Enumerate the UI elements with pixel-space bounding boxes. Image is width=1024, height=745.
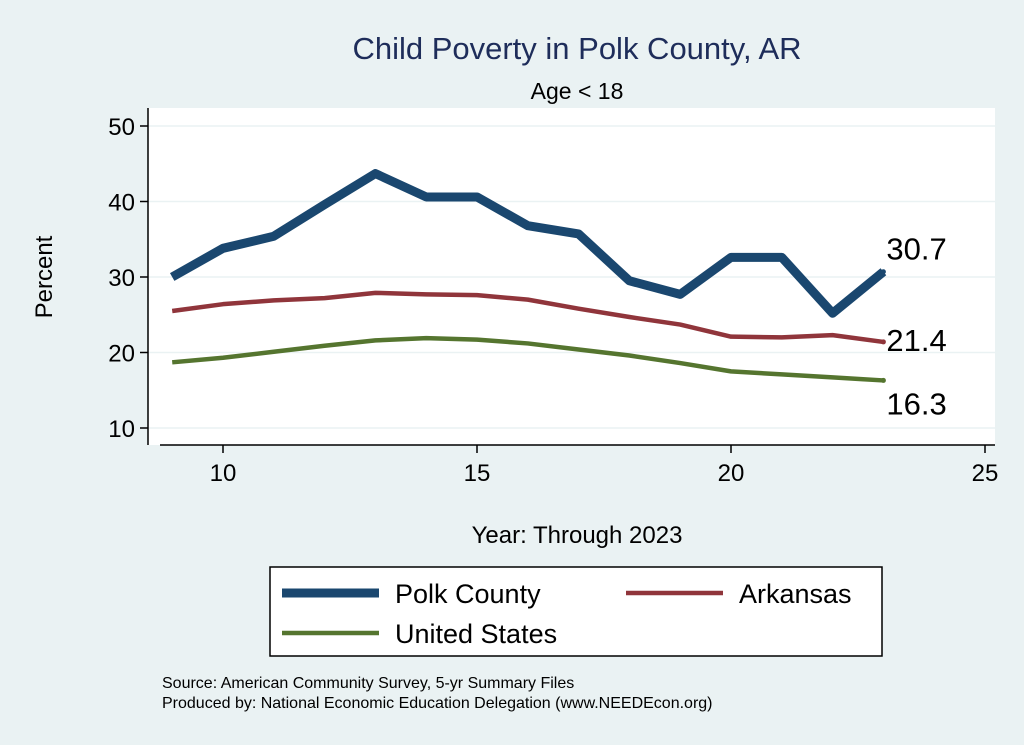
end-label: 21.4 bbox=[886, 323, 946, 358]
chart-title: Child Poverty in Polk County, AR bbox=[352, 31, 801, 66]
x-tick-label: 20 bbox=[718, 460, 745, 487]
producer-note: Produced by: National Economic Education… bbox=[162, 695, 713, 712]
y-tick-label: 30 bbox=[108, 265, 135, 292]
end-point bbox=[880, 269, 886, 275]
y-tick-label: 20 bbox=[108, 341, 135, 368]
end-label: 30.7 bbox=[886, 232, 946, 267]
end-point bbox=[880, 377, 886, 383]
legend-label: Arkansas bbox=[739, 579, 852, 609]
chart-subtitle: Age < 18 bbox=[531, 78, 624, 104]
x-tick-label: 25 bbox=[972, 460, 999, 487]
legend-label: Polk County bbox=[395, 579, 541, 609]
legend bbox=[269, 566, 883, 657]
series-line-united-states bbox=[172, 335, 884, 383]
y-tick-label: 10 bbox=[108, 416, 135, 443]
x-tick-label: 10 bbox=[210, 460, 237, 487]
legend-label: United States bbox=[395, 619, 557, 649]
end-point bbox=[880, 339, 886, 345]
x-tick-label: 15 bbox=[464, 460, 491, 487]
series-line-arkansas bbox=[171, 290, 884, 345]
end-label: 16.3 bbox=[886, 386, 946, 421]
y-tick-label: 40 bbox=[108, 190, 135, 217]
y-axis-label: Percent bbox=[31, 235, 58, 318]
x-axis-label: Year: Through 2023 bbox=[472, 522, 683, 549]
series-line-polk-county bbox=[169, 169, 887, 318]
source-note: Source: American Community Survey, 5-yr … bbox=[162, 675, 574, 692]
y-tick-label: 50 bbox=[108, 114, 135, 141]
